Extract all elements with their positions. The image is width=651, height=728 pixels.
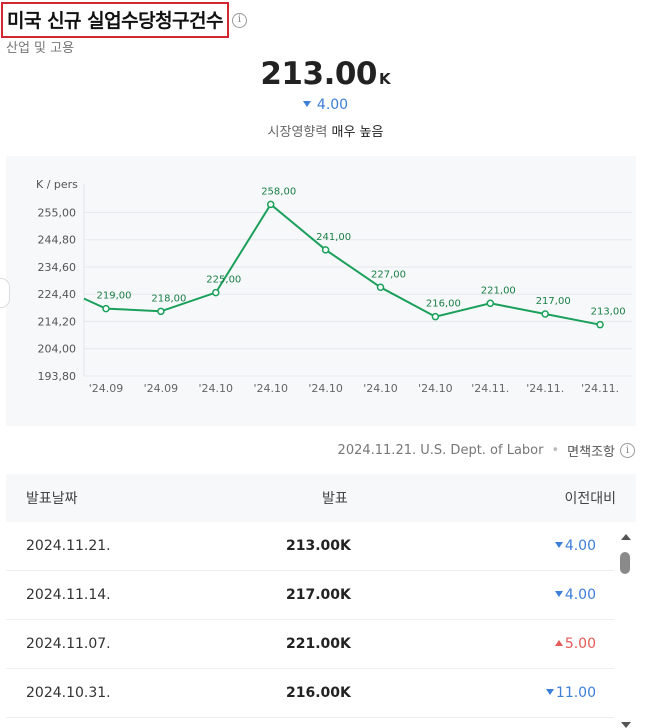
x-tick-label: '24.11. <box>471 382 509 395</box>
row-date: 2024.11.07. <box>26 636 111 652</box>
row-prev-value: 4.00 <box>564 587 596 603</box>
title-bar: 미국 신규 실업수당청구건수 i <box>0 2 247 38</box>
row-prev: 4.00 <box>554 587 596 603</box>
up-triangle-icon <box>554 640 563 646</box>
row-value: 221.00K <box>286 636 351 652</box>
data-point[interactable] <box>541 310 549 318</box>
data-label: 217,00 <box>536 296 571 307</box>
title-highlight-box: 미국 신규 실업수당청구건수 <box>1 2 229 38</box>
y-tick-label: 224,40 <box>38 288 77 301</box>
info-icon[interactable]: i <box>232 12 247 28</box>
data-label: 258,00 <box>261 186 296 197</box>
x-tick-label: '24.10 <box>418 382 453 395</box>
data-point[interactable] <box>266 200 275 209</box>
data-label: 241,00 <box>316 232 351 243</box>
row-prev-value: 11.00 <box>555 685 596 701</box>
data-point[interactable] <box>321 246 330 254</box>
data-point[interactable] <box>596 320 604 329</box>
row-prev: 5.00 <box>554 636 596 652</box>
change-indicator: 4.00 <box>0 97 651 113</box>
y-tick-label: 255,00 <box>38 206 77 219</box>
down-triangle-icon <box>545 689 554 695</box>
data-label: 221,00 <box>481 285 516 296</box>
row-prev: 11.00 <box>545 685 596 701</box>
table-row: 2024.11.14. 217.00K 4.00 <box>6 571 614 620</box>
data-point[interactable] <box>102 304 110 313</box>
table-header: 발표날짜 발표 이전대비 <box>6 474 636 522</box>
y-tick-label: 214,20 <box>38 315 77 328</box>
down-triangle-icon <box>554 542 563 548</box>
row-date: 2024.11.14. <box>26 587 111 603</box>
page-title: 미국 신규 실업수당청구건수 <box>7 10 224 32</box>
table-row: 2024.11.21. 213.00K 4.00 <box>6 522 614 571</box>
row-value: 213.00K <box>286 538 351 554</box>
chart-panel: K / pers 255,00 244,80 234,60 224,40 214,20 20… <box>6 156 636 426</box>
table-row: 2024.10.31. 216.00K 11.00 <box>6 669 614 718</box>
data-point[interactable] <box>486 299 495 308</box>
source-agency: U.S. Dept. of Labor <box>420 443 544 458</box>
data-label: 219,00 <box>97 291 132 302</box>
down-triangle-icon <box>554 591 563 597</box>
x-tick-label: '24.09 <box>89 382 124 395</box>
x-tick-label: '24.11. <box>526 382 564 395</box>
current-value-number: 213.00 <box>260 56 377 92</box>
table-scrollbar[interactable] <box>616 530 634 728</box>
category-label: 산업 및 고용 <box>6 41 75 56</box>
line-chart[interactable]: K / pers 255,00 244,80 234,60 224,40 214,20 20… <box>6 156 636 426</box>
scroll-down-arrow-icon[interactable] <box>621 722 631 728</box>
y-tick-label: 193,80 <box>38 370 77 383</box>
series-line <box>83 202 601 326</box>
row-prev-value: 5.00 <box>564 636 596 652</box>
data-point[interactable] <box>212 288 220 297</box>
scroll-thumb[interactable] <box>620 552 630 574</box>
source-date: 2024.11.21. <box>337 443 417 458</box>
data-label: 218,00 <box>151 293 186 304</box>
y-axis-label: K / pers <box>36 178 78 191</box>
x-tick-label: '24.11. <box>581 382 619 395</box>
release-table: 2024.11.21. 213.00K 4.00 2024.11.14. 217… <box>6 522 614 718</box>
header-prev: 이전대비 <box>564 491 616 507</box>
source-line: 2024.11.21. U.S. Dept. of Labor • 면책조항 i <box>338 441 635 460</box>
disclaimer-link[interactable]: 면책조항 <box>567 445 615 460</box>
y-tick-label: 244,80 <box>38 234 77 247</box>
down-triangle-icon <box>302 101 311 107</box>
data-label: 227,00 <box>371 269 406 280</box>
x-tick-label: '24.09 <box>144 382 179 395</box>
change-value: 4.00 <box>316 97 349 113</box>
row-date: 2024.10.31. <box>26 685 111 701</box>
data-point[interactable] <box>157 307 165 316</box>
data-label: 216,00 <box>426 299 461 310</box>
x-tick-label: '24.10 <box>199 382 234 395</box>
y-tick-label: 234,60 <box>38 261 77 274</box>
row-value: 217.00K <box>286 587 351 603</box>
data-point[interactable] <box>376 283 385 292</box>
data-point[interactable] <box>431 312 440 321</box>
impact-value: 매우 높음 <box>331 125 384 140</box>
separator-dot: • <box>551 443 560 458</box>
current-value: 213.00 K <box>0 56 651 92</box>
x-tick-label: '24.10 <box>308 382 343 395</box>
current-value-unit: K <box>379 70 391 88</box>
row-value: 216.00K <box>286 685 351 701</box>
header-value: 발표 <box>322 491 348 507</box>
header-date: 발표날짜 <box>26 491 78 507</box>
y-tick-label: 204,00 <box>38 343 77 356</box>
row-prev: 4.00 <box>554 538 596 554</box>
x-tick-label: '24.10 <box>253 382 288 395</box>
table-row: 2024.11.07. 221.00K 5.00 <box>6 620 614 669</box>
data-label: 213,00 <box>591 307 626 318</box>
market-impact: 시장영향력 매우 높음 <box>0 121 651 140</box>
prev-panel-handle[interactable] <box>0 278 10 308</box>
disclaimer-info-icon[interactable]: i <box>620 443 635 458</box>
scroll-up-arrow-icon[interactable] <box>621 534 631 540</box>
x-tick-label: '24.10 <box>363 382 398 395</box>
row-date: 2024.11.21. <box>26 538 111 554</box>
data-label: 225,00 <box>206 275 241 286</box>
row-prev-value: 4.00 <box>564 538 596 554</box>
impact-label: 시장영향력 <box>267 125 328 140</box>
